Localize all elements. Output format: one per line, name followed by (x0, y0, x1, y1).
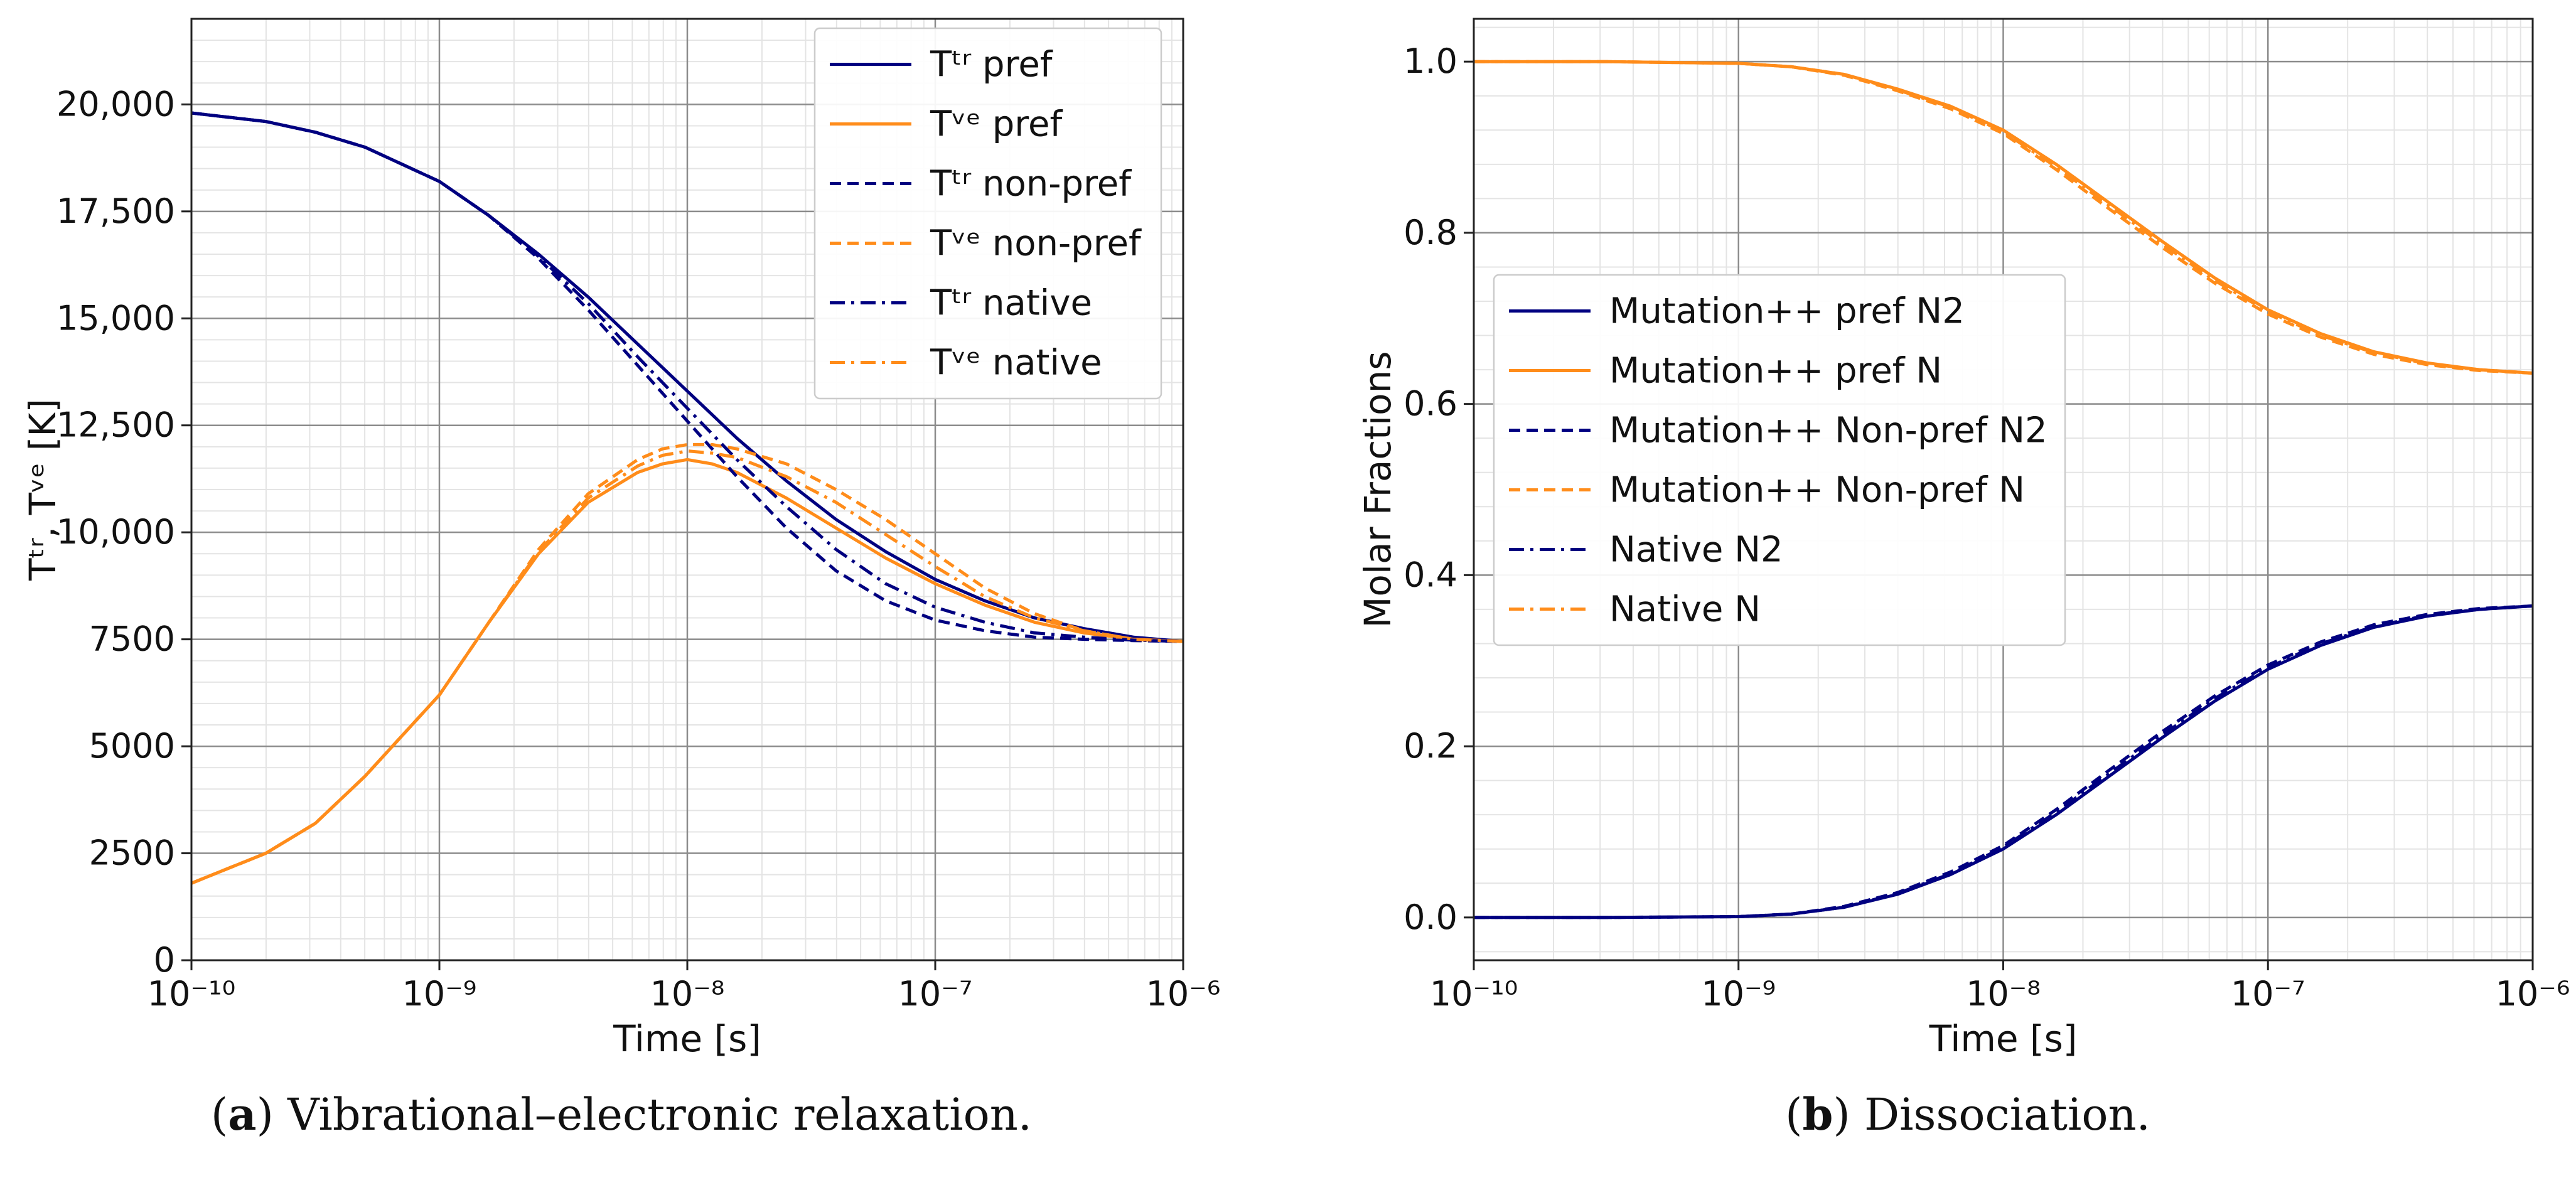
caption-letter: b (1802, 1088, 1833, 1140)
x-tick-label: 10⁻⁹ (1701, 974, 1776, 1014)
caption-paren-open: ( (1785, 1089, 1802, 1140)
series-group (1474, 60, 2533, 919)
legend-label: Native N (1609, 589, 1761, 630)
y-tick-label: 10,000 (56, 512, 175, 552)
legend-box (1493, 274, 2066, 646)
y-tick-label: 20,000 (56, 84, 175, 124)
y-tick-label: 0.2 (1403, 726, 1457, 766)
y-tick-label: 0 (154, 940, 175, 980)
x-tick-label: 10⁻⁷ (898, 974, 973, 1014)
legend: Mutation++ pref N2 Mutation++ pref N Mutat… (1493, 274, 2066, 646)
y-tick-label: 0.6 (1403, 384, 1457, 424)
y-tick-label: 0.0 (1403, 897, 1457, 937)
caption-paren-close: ) (257, 1089, 288, 1140)
x-axis-title: Time [s] (613, 1017, 761, 1060)
x-tick-label: 10⁻⁸ (650, 974, 725, 1014)
x-axis-title: Time [s] (1929, 1017, 2078, 1060)
x-tick-label: 10⁻⁸ (1966, 974, 2041, 1014)
series-line-4 (1474, 604, 2533, 919)
legend-label: Mutation++ Non-pref N (1609, 470, 2025, 511)
y-tick-label: 1.0 (1403, 41, 1457, 81)
figure-caption: (a) Vibrational–electronic relaxation. (211, 1088, 1032, 1140)
chart-b: 10⁻¹⁰ 10⁻⁹ 10⁻⁸ 10⁻⁷ 10⁻⁶ 0.0 0.2 0.4 0.6 0.8 1.0 T… (1356, 18, 2570, 1140)
legend-label: Mutation++ Non-pref N2 (1609, 410, 2047, 451)
y-axis-title: Molar Fractions (1356, 351, 1399, 628)
y-tick-label: 15,000 (56, 298, 175, 338)
series-line-3 (191, 442, 1184, 885)
legend-label: Mutation++ pref N (1609, 351, 1942, 392)
series-line-5 (1474, 60, 2533, 375)
series-group (191, 111, 1184, 885)
legend: Tᵗʳ pref Tᵛᵉ pref Tᵗʳ non-pref Tᵛᵉ non-pref… (813, 27, 1162, 400)
caption-paren-open: ( (211, 1089, 228, 1140)
y-tick-label: 0.4 (1403, 555, 1457, 594)
figure-caption: (b) Dissociation. (1785, 1088, 2150, 1140)
legend-label: Tᵗʳ native (930, 283, 1092, 324)
y-tick-label: 12,500 (56, 405, 175, 445)
y-tick-label: 17,500 (56, 191, 175, 231)
series-line-5 (191, 449, 1184, 885)
legend-label: Tᵛᵉ non-pref (930, 223, 1142, 264)
caption-text: Vibrational–electronic relaxation. (287, 1089, 1032, 1140)
x-tick-label: 10⁻⁶ (2496, 974, 2570, 1014)
legend-box (813, 27, 1162, 400)
caption-paren-close: ) (1833, 1089, 1864, 1140)
y-tick-label: 2500 (89, 833, 175, 873)
x-tick-label: 10⁻¹⁰ (148, 974, 236, 1014)
y-tick-label: 5000 (89, 726, 175, 766)
grid (190, 18, 1184, 962)
x-tick-label: 10⁻⁷ (2231, 974, 2305, 1014)
legend-label: Tᵗʳ non-pref (930, 164, 1132, 205)
series-line-2 (191, 111, 1184, 643)
x-tick-label: 10⁻⁹ (402, 974, 477, 1014)
caption-text: Dissociation. (1864, 1089, 2150, 1140)
y-tick-label: 7500 (89, 619, 175, 659)
y-tick-label: 0.8 (1403, 213, 1457, 252)
chart-a: 10⁻¹⁰ 10⁻⁹ 10⁻⁸ 10⁻⁷ 10⁻⁶ 0 2500 5000 7500 10,000… (21, 18, 1221, 1140)
legend-label: Tᵗʳ pref (930, 45, 1053, 85)
legend-label: Mutation++ pref N2 (1609, 291, 1965, 332)
legend-label: Native N2 (1609, 530, 1783, 571)
caption-letter: a (228, 1088, 256, 1140)
y-axis-title: Tᵗʳ, Tᵛᵉ [K] (21, 399, 64, 581)
series-line-1 (191, 458, 1184, 885)
x-tick-label: 10⁻¹⁰ (1430, 974, 1518, 1014)
x-tick-label: 10⁻⁶ (1146, 974, 1221, 1014)
legend-label: Tᵛᵉ native (930, 343, 1102, 383)
series-line-4 (191, 111, 1184, 643)
legend-label: Tᵛᵉ pref (930, 104, 1063, 145)
